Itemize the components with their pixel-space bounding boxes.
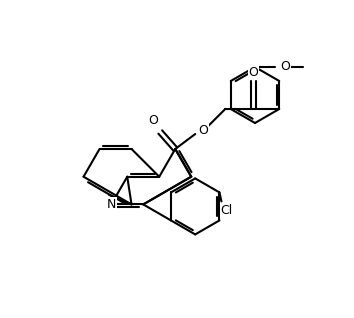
Text: O: O: [280, 60, 290, 73]
Text: O: O: [198, 125, 208, 137]
Text: N: N: [107, 198, 116, 211]
Text: O: O: [248, 66, 258, 80]
Text: O: O: [148, 114, 158, 128]
Text: Cl: Cl: [220, 204, 233, 217]
